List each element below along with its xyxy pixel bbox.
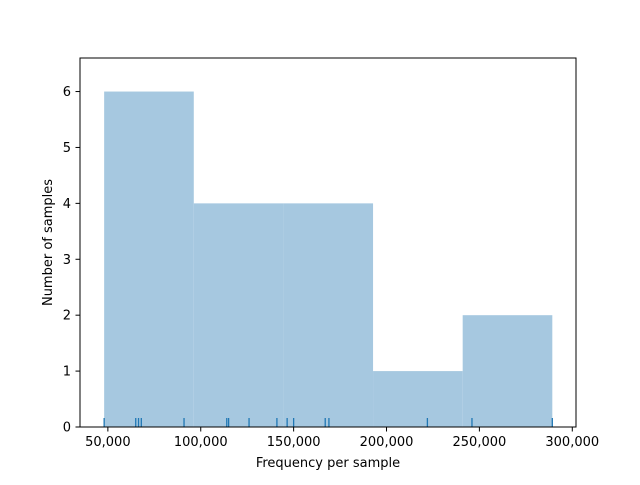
y-axis: 0 1 2 3 4 5 6	[63, 85, 80, 436]
histogram-bar	[193, 203, 284, 427]
x-axis-label: Frequency per sample	[256, 456, 400, 471]
x-tick-label: 200,000	[360, 435, 414, 450]
x-axis: 50,000 100,000 150,000 200,000 250,000 300,00…	[85, 427, 599, 450]
y-axis-label: Number of samples	[41, 179, 56, 306]
y-tick-label: 0	[63, 421, 71, 436]
y-tick-label: 2	[63, 309, 71, 324]
x-tick-label: 300,000	[545, 435, 599, 450]
histogram-bar	[462, 315, 553, 427]
y-tick-label: 1	[63, 365, 71, 380]
x-tick-label: 250,000	[453, 435, 507, 450]
plot-frame	[79, 57, 577, 428]
histogram-bar	[283, 203, 374, 427]
y-tick-label: 4	[63, 197, 71, 212]
x-tick-label: 50,000	[85, 435, 131, 450]
x-tick-label: 100,000	[174, 435, 228, 450]
histogram-bar	[104, 91, 194, 427]
rug-layer	[103, 418, 553, 427]
y-tick-label: 6	[63, 85, 71, 100]
y-tick-label: 3	[63, 253, 71, 268]
x-tick-label: 150,000	[267, 435, 321, 450]
bars-layer	[104, 91, 553, 427]
histogram-bar	[373, 371, 463, 427]
y-tick-label: 5	[63, 141, 71, 156]
